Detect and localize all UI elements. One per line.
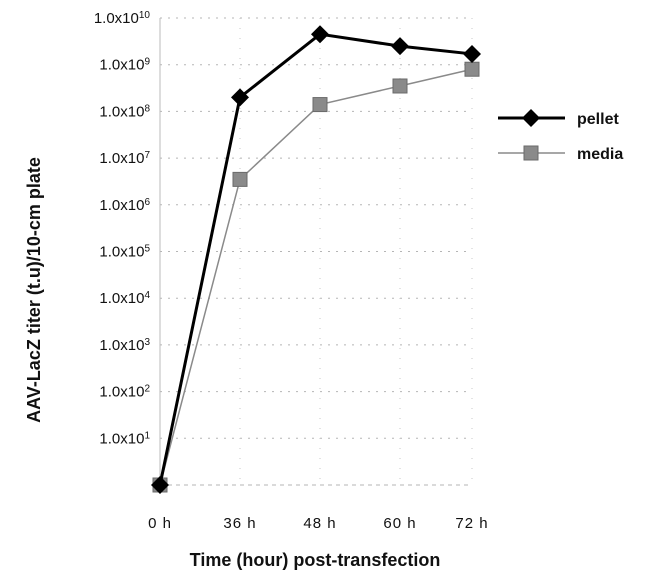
series-line-media bbox=[159, 68, 473, 486]
data-point-pellet bbox=[151, 476, 169, 494]
data-point-pellet bbox=[391, 37, 409, 56]
y-tick-label: 1.0x108 bbox=[99, 103, 150, 121]
y-tick-label: 1.0x109 bbox=[99, 56, 150, 74]
series-layer bbox=[151, 25, 481, 494]
x-tick-label: 36 h bbox=[223, 515, 256, 532]
y-tick-label: 1.0x103 bbox=[99, 336, 150, 354]
legend-marker bbox=[523, 145, 539, 161]
x-tick-label: 72 h bbox=[455, 515, 488, 532]
x-tick-labels: 0 h 36 h 48 h 60 h 72 h bbox=[148, 515, 488, 532]
data-point-media bbox=[464, 61, 480, 77]
data-point-pellet bbox=[311, 25, 329, 44]
y-tick-label: 1.0x106 bbox=[99, 196, 150, 214]
y-tick-label: 1.0x107 bbox=[99, 150, 150, 168]
x-axis-title: Time (hour) post-transfection bbox=[190, 550, 441, 570]
data-point-pellet bbox=[231, 88, 249, 107]
data-point-media bbox=[312, 97, 328, 113]
legend-label: media bbox=[577, 146, 623, 163]
legend-marker bbox=[522, 109, 540, 127]
legend-item-media: media bbox=[498, 145, 623, 163]
x-tick-label: 0 h bbox=[148, 515, 172, 532]
x-tick-label: 48 h bbox=[303, 515, 336, 532]
y-tick-labels: 1.0x101 1.0x102 1.0x103 1.0x104 1.0x105 1.0x1… bbox=[94, 10, 151, 448]
legend-label: pellet bbox=[577, 111, 619, 128]
data-point-media bbox=[232, 171, 248, 187]
grid-lines bbox=[160, 17, 473, 486]
y-tick-label: 1.0x105 bbox=[99, 243, 150, 261]
data-point-media bbox=[392, 78, 408, 94]
legend-item-pellet: pellet bbox=[498, 109, 619, 128]
y-tick-label: 1.0x102 bbox=[99, 383, 150, 401]
y-tick-label: 1.0x104 bbox=[99, 290, 150, 308]
y-axis-title: AAV-LacZ titer (t.u)/10-cm plate bbox=[24, 157, 44, 423]
y-tick-label: 1.0x101 bbox=[99, 430, 150, 448]
x-tick-label: 60 h bbox=[383, 515, 416, 532]
legend: pellet media bbox=[498, 109, 623, 163]
data-point-pellet bbox=[463, 44, 481, 63]
y-tick-label: 1.0x1010 bbox=[94, 10, 151, 28]
series-pellet bbox=[151, 25, 481, 494]
